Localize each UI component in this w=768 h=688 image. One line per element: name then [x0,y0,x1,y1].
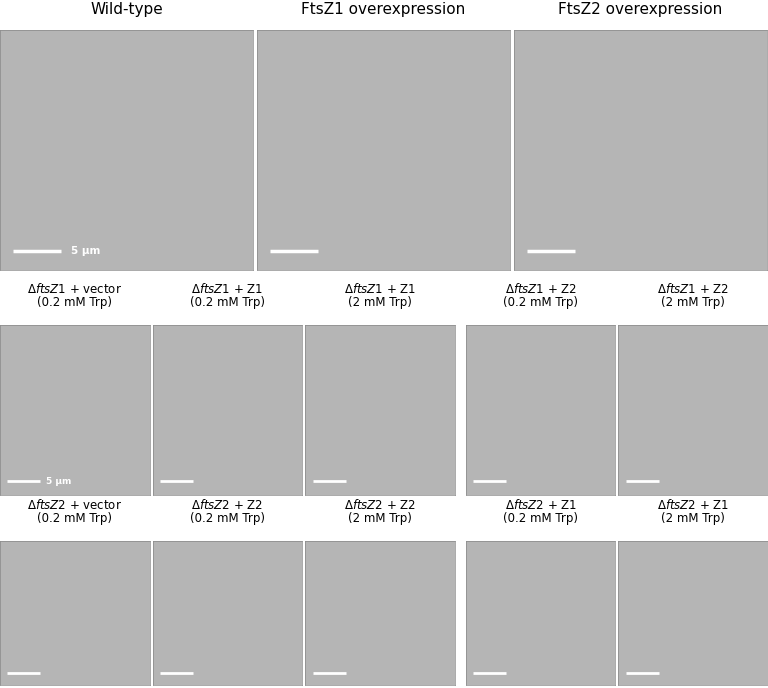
Text: Δ$\it{ftsZ2}$ + vector: Δ$\it{ftsZ2}$ + vector [27,498,122,512]
Text: (2 mM Trp): (2 mM Trp) [348,296,412,309]
Text: 5 μm: 5 μm [46,477,71,486]
Text: Δ$\it{ftsZ1}$ + vector: Δ$\it{ftsZ1}$ + vector [27,282,122,296]
Text: (0.2 mM Trp): (0.2 mM Trp) [503,296,578,309]
Text: Δ$\it{ftsZ1}$ + Z2: Δ$\it{ftsZ1}$ + Z2 [657,282,730,296]
Text: Δ$\it{ftsZ1}$ + Z2: Δ$\it{ftsZ1}$ + Z2 [505,282,577,296]
Text: Wild-type: Wild-type [90,2,163,17]
Text: (0.2 mM Trp): (0.2 mM Trp) [38,512,112,525]
Text: Δ$\it{ftsZ1}$ + Z1: Δ$\it{ftsZ1}$ + Z1 [191,282,263,296]
Text: (0.2 mM Trp): (0.2 mM Trp) [190,296,265,309]
Text: (0.2 mM Trp): (0.2 mM Trp) [503,512,578,525]
Text: (2 mM Trp): (2 mM Trp) [661,512,725,525]
Text: FtsZ1 overexpression: FtsZ1 overexpression [301,2,465,17]
Text: 5 μm: 5 μm [71,246,100,256]
Text: Δ$\it{ftsZ2}$ + Z1: Δ$\it{ftsZ2}$ + Z1 [505,498,577,512]
Text: (2 mM Trp): (2 mM Trp) [661,296,725,309]
Text: (2 mM Trp): (2 mM Trp) [348,512,412,525]
Text: (0.2 mM Trp): (0.2 mM Trp) [38,296,112,309]
Text: Δ$\it{ftsZ1}$ + Z1: Δ$\it{ftsZ1}$ + Z1 [344,282,416,296]
Text: Δ$\it{ftsZ2}$ + Z1: Δ$\it{ftsZ2}$ + Z1 [657,498,730,512]
Text: FtsZ2 overexpression: FtsZ2 overexpression [558,2,723,17]
Text: Δ$\it{ftsZ2}$ + Z2: Δ$\it{ftsZ2}$ + Z2 [344,498,416,512]
Text: (0.2 mM Trp): (0.2 mM Trp) [190,512,265,525]
Text: Δ$\it{ftsZ2}$ + Z2: Δ$\it{ftsZ2}$ + Z2 [191,498,263,512]
